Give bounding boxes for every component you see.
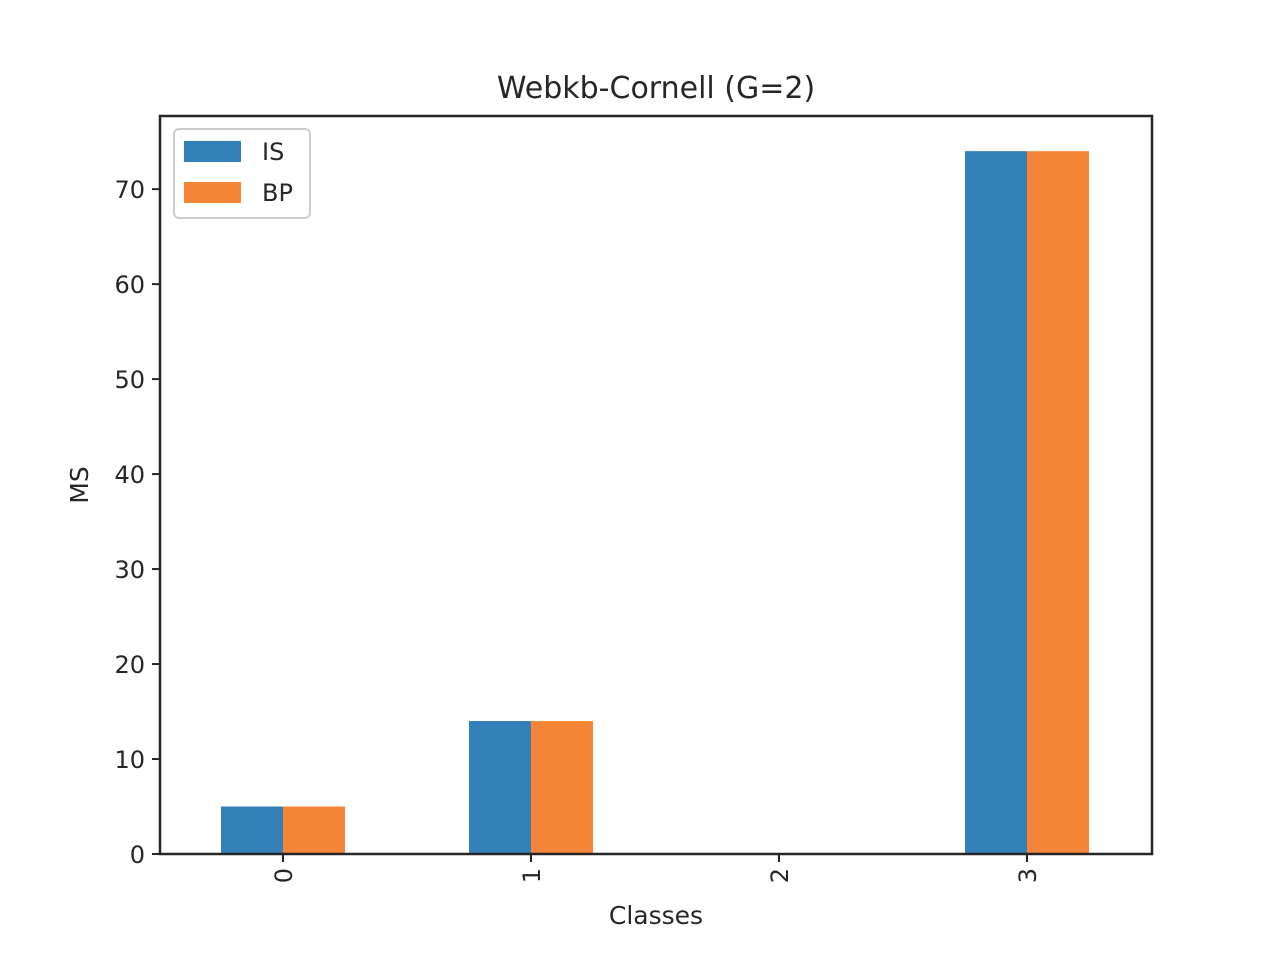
y-tick-label: 10 [114,746,145,774]
legend: IS BP [173,128,311,219]
x-axis-ticks: 0 1 2 3 [270,854,1042,883]
bar-bp-1 [531,721,593,854]
legend-label-bp: BP [262,179,293,207]
x-tick-label: 0 [270,868,298,883]
bar-is-1 [469,721,531,854]
y-axis-label: MS [65,466,94,503]
x-tick-label: 2 [766,868,794,883]
y-tick-label: 0 [130,841,145,869]
y-tick-label: 30 [114,556,145,584]
bars-group [221,151,1089,855]
plot-frame [158,114,1154,856]
y-tick-label: 70 [114,176,145,204]
bar-bp-0 [283,806,345,854]
y-tick-label: 20 [114,651,145,679]
y-tick-label: 50 [114,366,145,394]
legend-swatch-is [184,141,241,162]
y-tick-label: 40 [114,461,145,489]
y-axis-ticks: 0 10 20 30 40 50 60 70 [114,176,160,869]
legend-label-is: IS [262,138,284,166]
y-tick-label: 60 [114,271,145,299]
bar-is-3 [965,151,1027,855]
bar-bp-3 [1027,151,1089,855]
x-axis-label: Classes [609,901,703,930]
legend-swatch-bp [184,182,241,203]
x-tick-label: 1 [518,868,546,883]
bar-is-0 [221,806,283,854]
chart-title: Webkb-Cornell (G=2) [497,71,815,106]
x-tick-label: 3 [1014,868,1042,883]
